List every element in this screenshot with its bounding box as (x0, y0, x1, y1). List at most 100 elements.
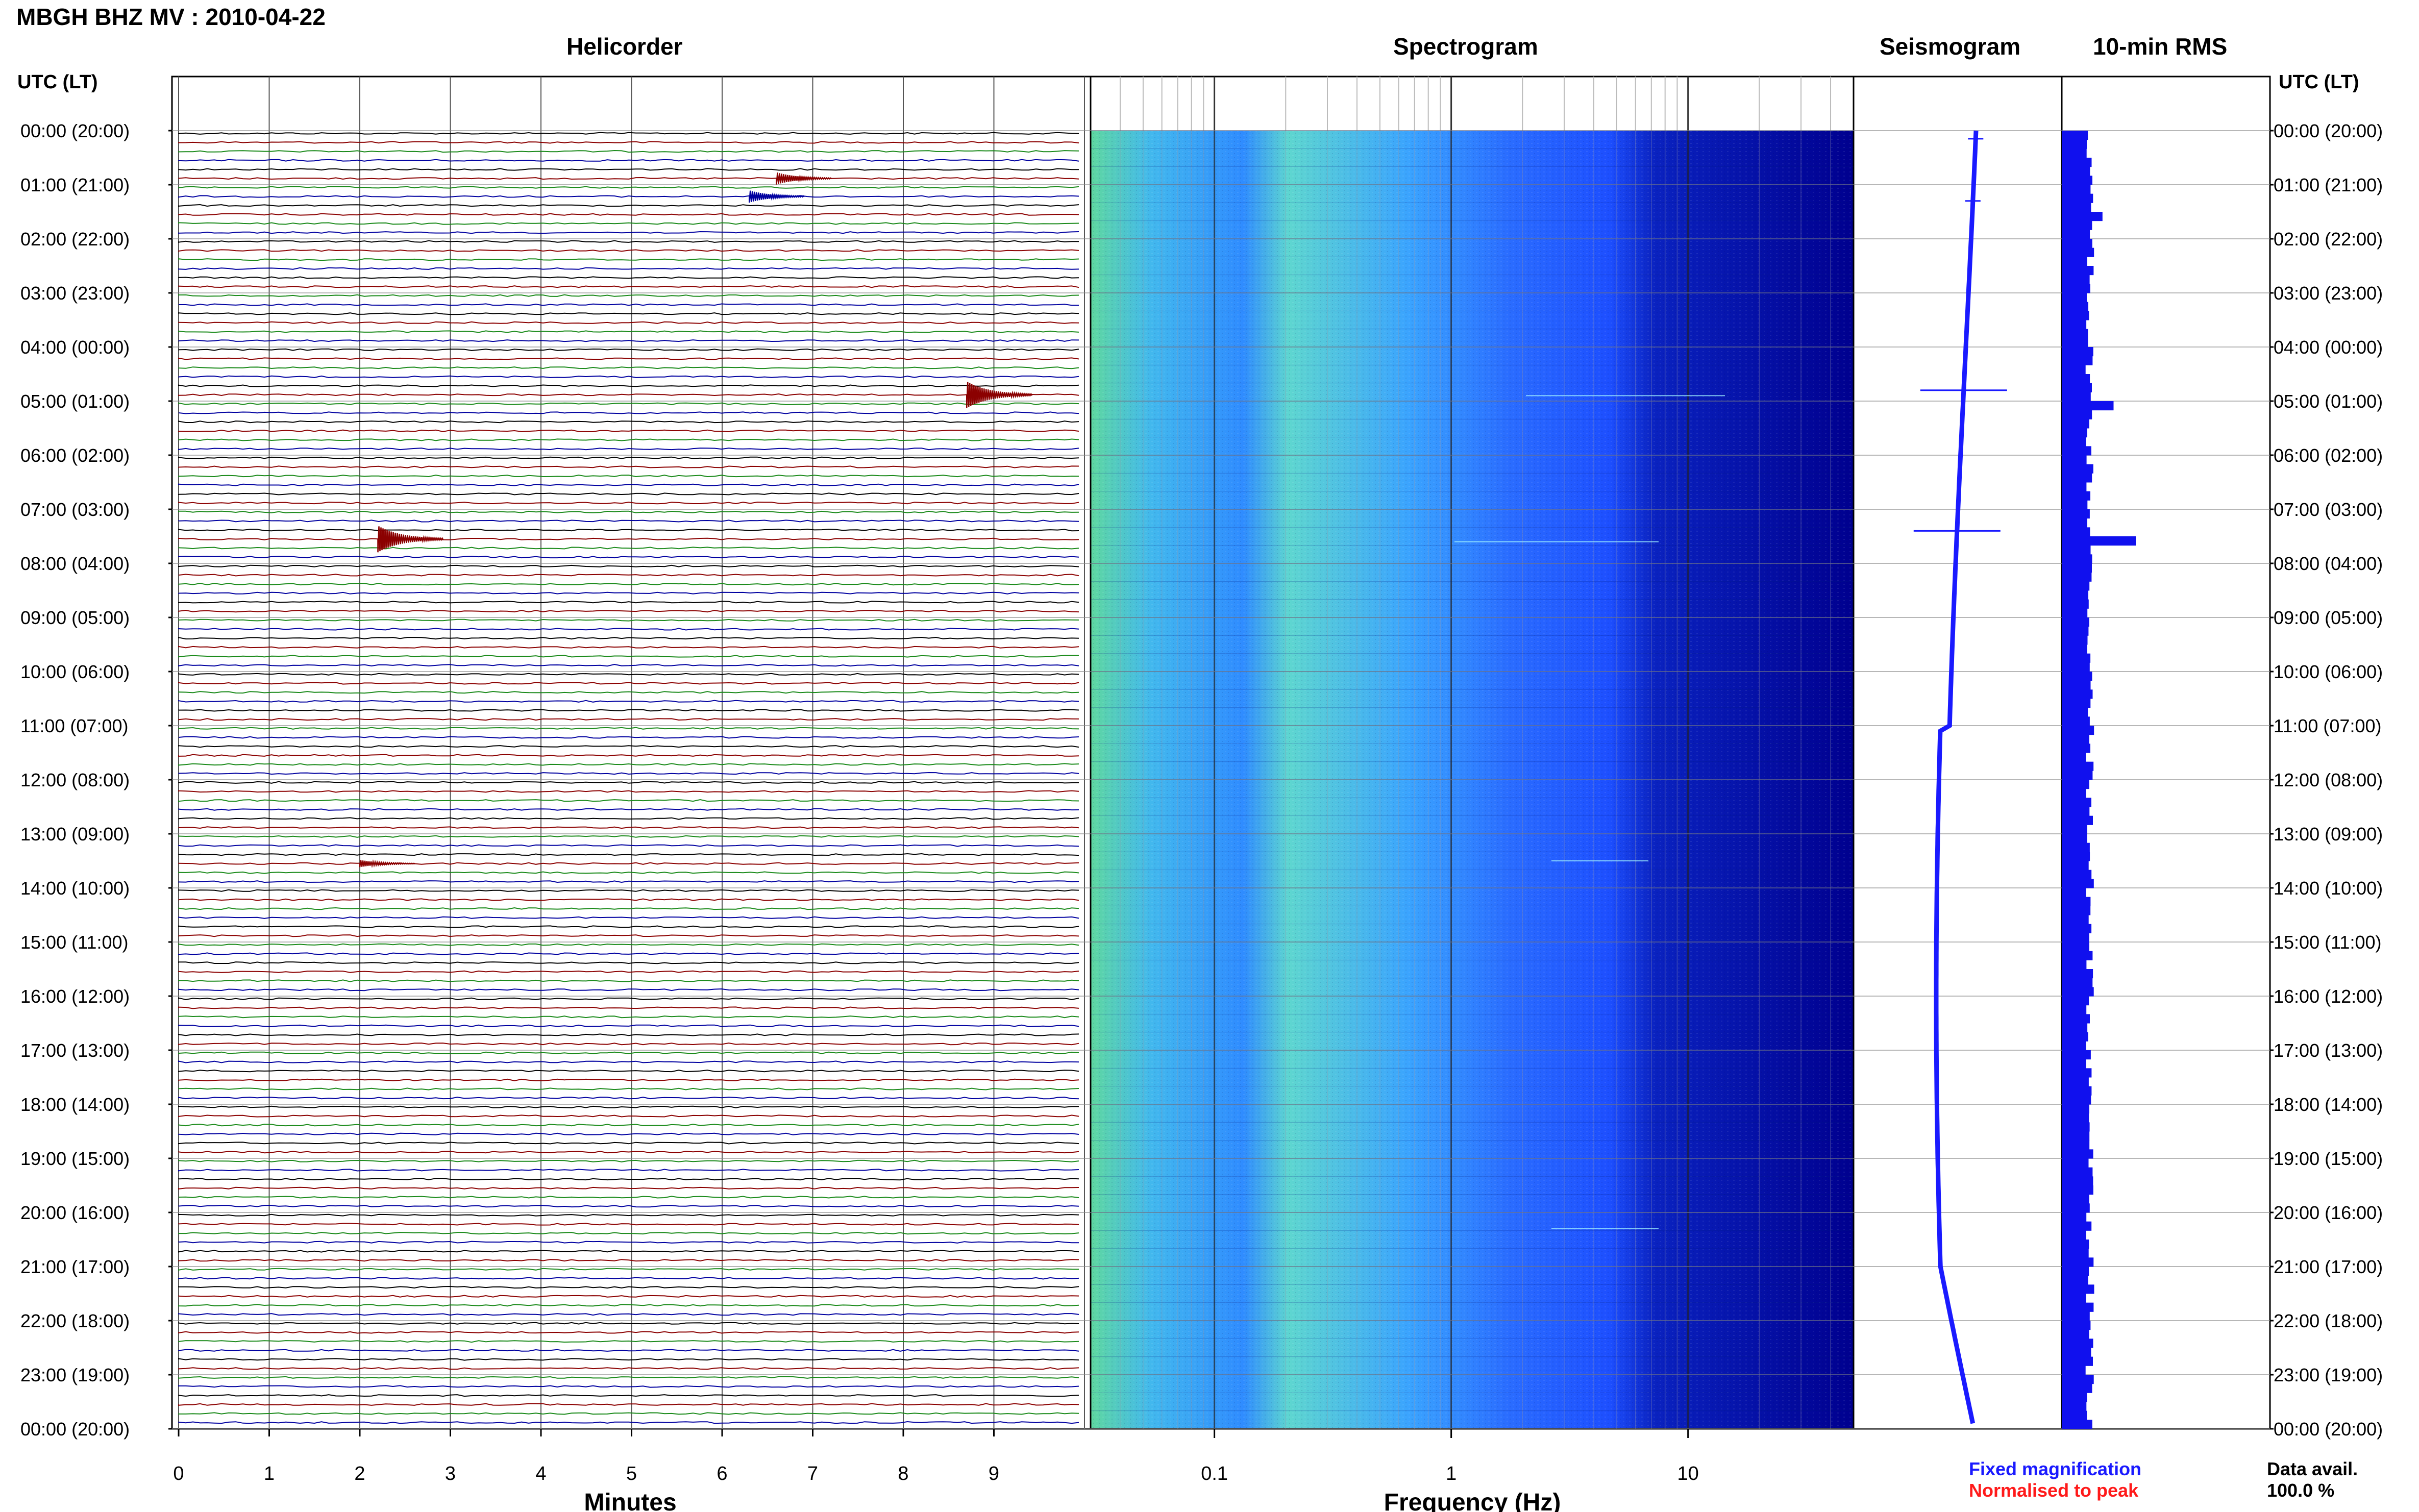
helicorder-trace (178, 1340, 1079, 1343)
helicorder-trace (178, 1421, 1079, 1424)
time-label-left: 15:00 (11:00) (20, 932, 128, 953)
rms-bar (2062, 1014, 2090, 1024)
time-label-left: 12:00 (08:00) (20, 770, 130, 790)
legend-fixed-magnification: Fixed magnification (1969, 1458, 2142, 1479)
time-label-right: 15:00 (11:00) (2274, 932, 2381, 953)
time-label-left: 21:00 (17:00) (20, 1256, 130, 1277)
rms-bar (2062, 906, 2091, 915)
rms-bar (2062, 1086, 2092, 1096)
helicorder-event (776, 172, 832, 185)
helicorder-trace (178, 204, 1079, 207)
helicorder-trace (178, 483, 1079, 486)
helicorder-trace (178, 970, 1079, 973)
rms-bar (2062, 1410, 2087, 1420)
rms-bar (2062, 608, 2088, 618)
helicorder-trace (178, 384, 1079, 387)
frequency-axis-label: Frequency (Hz) (1384, 1489, 1561, 1512)
rms-bar (2062, 798, 2091, 807)
time-label-right: 09:00 (05:00) (2274, 607, 2383, 628)
rms-bar (2062, 500, 2088, 510)
time-label-left: 04:00 (00:00) (20, 337, 130, 358)
helicorder-trace (178, 871, 1079, 874)
rms-bar (2062, 626, 2089, 636)
rms-bar (2062, 230, 2090, 239)
rms-bar (2062, 464, 2093, 474)
helicorder-trace (178, 501, 1079, 505)
helicorder-trace (178, 736, 1079, 739)
rms-bar (2062, 1149, 2093, 1159)
rms-bar (2062, 320, 2087, 330)
rms-bar (2062, 1005, 2087, 1014)
helicorder-trace (178, 1169, 1079, 1172)
time-label-right: 23:00 (19:00) (2274, 1365, 2383, 1385)
rms-bar (2062, 212, 2103, 221)
rms-bar (2062, 347, 2093, 357)
time-label-left: 00:00 (20:00) (20, 120, 130, 141)
rms-bar (2062, 1032, 2088, 1042)
rms-bar (2062, 617, 2089, 627)
rms-bar (2062, 293, 2087, 303)
page-title: MBGH BHZ MV : 2010-04-22 (16, 4, 326, 30)
rms-bar (2062, 131, 2088, 140)
helicorder-trace (178, 799, 1079, 802)
rms-bar (2062, 1041, 2086, 1051)
rms-bar (2062, 987, 2094, 997)
rms-bar (2062, 1095, 2091, 1105)
helicorder-trace (178, 609, 1079, 613)
helicorder-trace (178, 781, 1079, 784)
helicorder-trace (178, 709, 1079, 712)
rms-bar (2062, 978, 2093, 987)
helicorder-trace (178, 1124, 1079, 1127)
rms-bar (2062, 1240, 2089, 1249)
rms-bar (2062, 239, 2092, 249)
rms-bar (2062, 247, 2094, 257)
rms-bar (2062, 1348, 2091, 1357)
rms-bar (2062, 645, 2087, 654)
spectrogram-title: Spectrogram (1393, 33, 1538, 60)
rms-bar (2062, 852, 2090, 861)
rms-bar (2062, 1275, 2088, 1285)
rms-bar (2062, 437, 2086, 447)
helicorder-trace (178, 1277, 1079, 1280)
helicorder-trace (178, 168, 1079, 171)
helicorder-traces (178, 132, 1079, 1424)
time-label-left: 10:00 (06:00) (20, 661, 130, 682)
rms-bar (2062, 166, 2090, 176)
minute-tick-label: 7 (807, 1463, 818, 1484)
helicorder-trace (178, 375, 1079, 378)
helicorder-trace (178, 1304, 1079, 1307)
rms-bar (2062, 1077, 2089, 1087)
time-label-left: 06:00 (02:00) (20, 445, 130, 466)
helicorder-trace (178, 907, 1079, 910)
helicorder-trace (178, 961, 1079, 964)
helicorder-trace (178, 1132, 1079, 1135)
rms-bar (2062, 996, 2089, 1006)
minutes-axis-label: Minutes (584, 1489, 676, 1512)
time-label-left: 16:00 (12:00) (20, 986, 130, 1007)
rms-bar (2062, 1023, 2088, 1033)
minute-tick-label: 2 (354, 1463, 365, 1484)
right-time-labels: 00:00 (20:00) 01:00 (21:00) 02:00 (22:00) 0… (2274, 120, 2383, 1440)
seismogram-frame (1853, 76, 2063, 1430)
helicorder-trace (178, 357, 1079, 360)
rms-bar (2062, 1329, 2089, 1339)
time-label-left: 19:00 (15:00) (20, 1148, 130, 1169)
time-label-left: 13:00 (09:00) (20, 824, 130, 845)
time-label-right: 11:00 (07:00) (2274, 715, 2381, 736)
rms-bar (2062, 1167, 2093, 1177)
helicorder-trace (178, 979, 1079, 982)
rms-bar (2062, 753, 2086, 762)
helicorder-trace (178, 177, 1079, 180)
rms-bar (2062, 482, 2087, 492)
helicorder-trace (178, 1295, 1079, 1298)
minute-tick-label: 9 (989, 1463, 999, 1484)
rms-bar (2062, 491, 2090, 501)
rms-bar (2062, 879, 2094, 888)
rms-bar (2062, 365, 2086, 375)
helicorder-trace (178, 465, 1079, 468)
rms-bar (2062, 203, 2091, 212)
rms-bar (2062, 176, 2092, 185)
rms-bar (2062, 788, 2086, 798)
helicorder-trace (178, 1285, 1079, 1289)
